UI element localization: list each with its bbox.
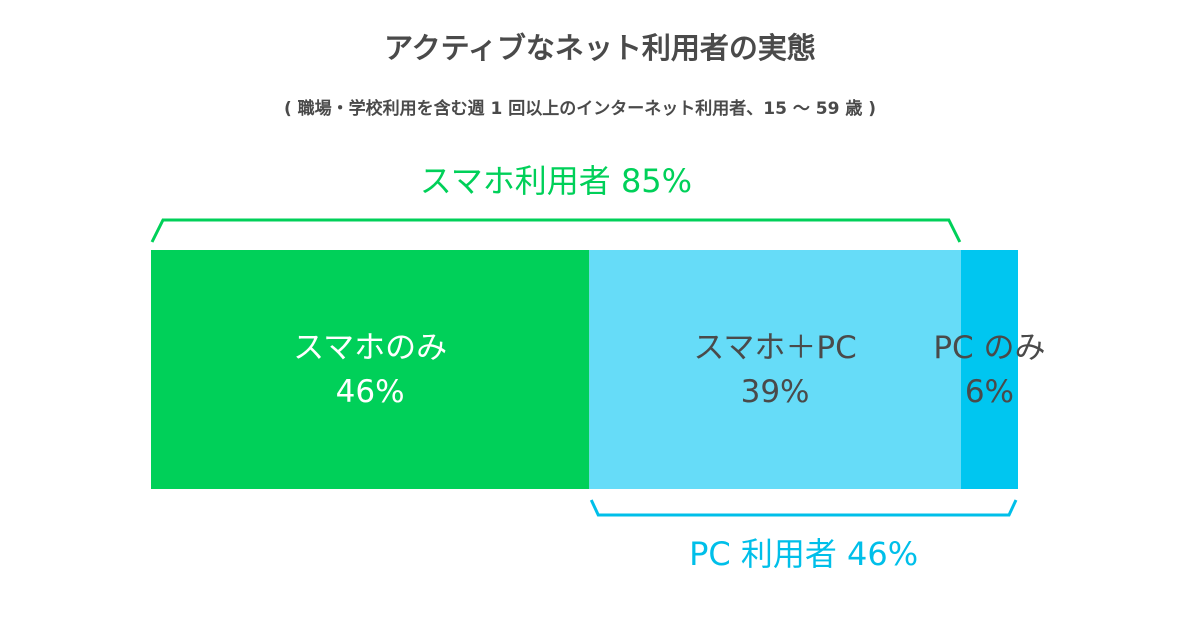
bar-segment [589,250,961,489]
bar-segment [960,250,1018,489]
segment-value-label: 46% [336,374,405,410]
bar-segment [151,250,590,489]
bracket-label: PC 利用者 46% [689,535,918,573]
segment-label: スマホのみ [293,330,447,366]
chart-title: アクティブなネット利用者の実態 [384,31,816,65]
chart-subtitle: ( 職場・学校利用を含む週 1 回以上のインターネット利用者、15 ～ 59 歳… [284,98,876,119]
segment-label: スマホ＋PC [693,330,856,366]
segment-label: PC のみ [933,330,1045,366]
bracket-label: スマホ利用者 85% [420,162,692,200]
bracket-bottom [589,499,1018,517]
segment-value-label: 39% [741,374,810,410]
bracket-top [150,218,962,243]
segment-value-label: 6% [965,374,1014,410]
